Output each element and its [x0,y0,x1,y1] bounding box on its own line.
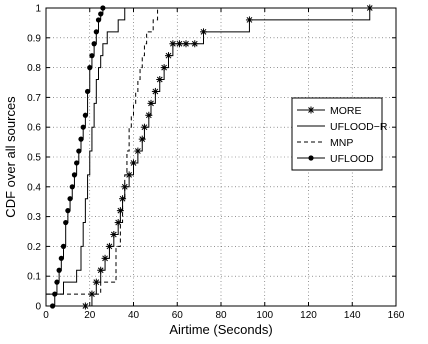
data-point [92,278,100,286]
x-tick-label: 100 [256,310,273,321]
y-axis-label: CDF over all sources [3,96,18,218]
data-point [58,255,64,261]
y-tick-label: 0.2 [27,242,41,253]
data-point [76,148,82,154]
x-tick-label: 60 [172,310,184,321]
data-point [63,219,69,226]
grid-layer [46,8,396,306]
data-point [54,279,60,285]
data-point [116,207,124,215]
data-point [65,208,71,214]
y-tick-label: 0.7 [27,93,41,104]
y-tick-label: 0.9 [27,33,41,44]
legend-label: UFLOOD [330,153,374,165]
legend-entry-more: MORE [297,105,362,117]
legend-entry-uflood: UFLOOD [297,153,374,165]
series-line-uflood-r [46,8,126,295]
data-point [156,76,164,84]
data-point [134,147,142,155]
data-point [71,172,78,178]
x-tick-label: 40 [128,310,140,321]
data-point [52,291,58,297]
data-point [147,99,155,107]
data-point [105,242,113,250]
series-line-mnp [46,8,159,295]
data-point [87,65,93,71]
legend-entry-uflood-r: UFLOOD−R [297,121,388,133]
data-point [60,243,67,249]
data-point [169,40,177,48]
y-tick-label: 1 [35,4,41,15]
legend: MORE UFLOOD−R MNP UFLOOD [291,97,388,171]
series-mnp [46,8,159,295]
data-point [74,160,80,166]
y-tick-label: 0.8 [27,63,41,74]
y-tick-label: 0.6 [27,123,41,134]
data-point [78,136,84,142]
legend-entry-mnp: MNP [297,137,353,149]
data-point [191,40,199,48]
data-point [114,219,122,227]
data-point [84,88,91,95]
data-point [95,17,102,23]
series-uflood [46,5,106,309]
data-point [140,123,148,131]
tick-layer: 0 20 40 60 80 100 120 140 160 0 0.1 0.2 0.3 0.4 0.5 0.6… [27,4,405,322]
y-tick-label: 0.1 [27,272,41,283]
data-point [93,29,99,35]
data-point [130,159,137,167]
x-tick-label: 80 [215,310,227,321]
data-point [160,64,168,72]
y-tick-label: 0.4 [27,182,41,193]
data-point [151,87,159,95]
data-point [97,266,105,274]
data-point [138,135,146,143]
data-point [182,40,190,48]
x-tick-label: 20 [84,310,96,321]
x-tick-label: 140 [344,310,361,321]
x-tick-label: 160 [388,310,405,321]
data-point [245,16,253,24]
series-uflood-r [46,8,126,295]
x-axis-label: Airtime (Seconds) [169,322,272,337]
x-tick-label: 0 [43,310,49,321]
data-point [101,254,109,262]
data-point [67,196,73,202]
legend-label: UFLOOD−R [330,121,388,133]
legend-label: MORE [330,105,362,117]
legend-marker [308,155,314,161]
y-tick-label: 0.3 [27,212,41,223]
data-point [89,53,95,59]
data-point [165,52,172,60]
data-point [91,41,97,47]
data-point [82,112,88,118]
data-point [98,11,104,17]
y-tick-label: 0 [35,302,41,313]
data-point [56,267,62,273]
data-point [145,111,153,119]
legend-label: MNP [330,137,353,149]
data-point [110,230,118,238]
data-point [200,28,207,36]
x-tick-label: 120 [300,310,317,321]
legend-marker [307,106,315,114]
data-point [175,40,183,48]
data-point [69,184,75,190]
y-tick-label: 0.5 [27,153,41,164]
data-point [80,124,86,130]
